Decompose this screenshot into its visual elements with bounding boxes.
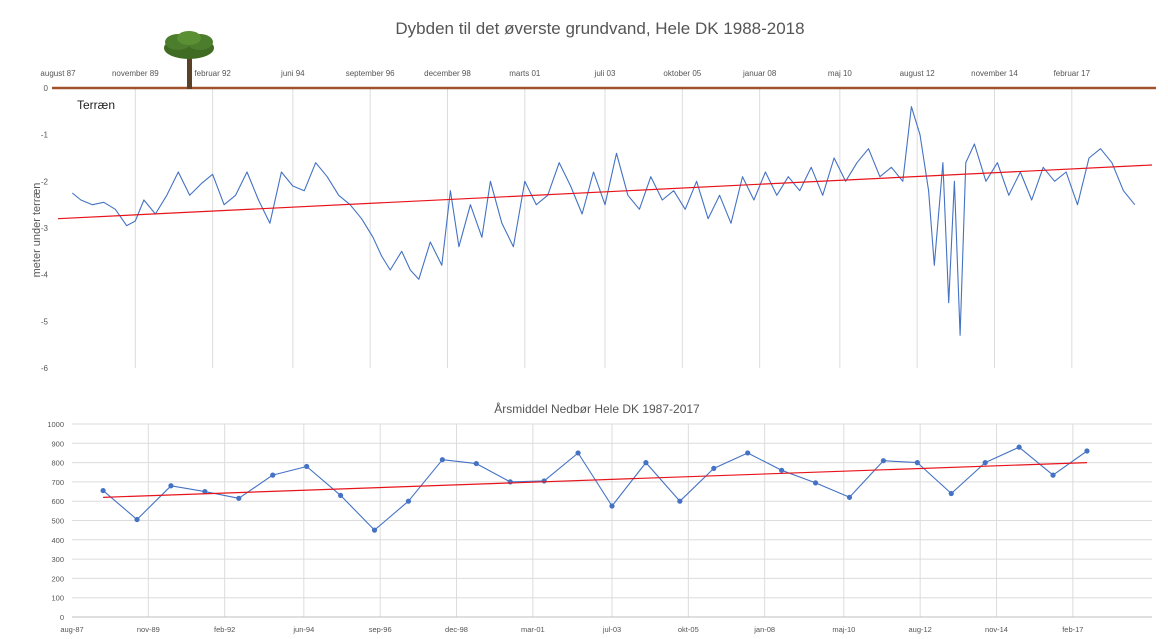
data-point	[134, 516, 140, 523]
y-tick-label: 500	[51, 517, 64, 526]
data-point	[880, 458, 887, 464]
precipitation-gridlines	[72, 423, 1152, 618]
groundwater-y-tick-labels: 0 -1 -2 -3 -4 -5 -6	[41, 84, 49, 373]
trend-line	[57, 164, 1153, 220]
data-point	[405, 498, 412, 504]
data-point	[677, 498, 683, 504]
groundwater-series	[57, 106, 1153, 336]
y-tick-label: -6	[41, 364, 49, 373]
x-tick-label: februar 17	[1054, 69, 1091, 78]
y-tick-label: -1	[41, 131, 49, 140]
data-point	[948, 490, 954, 497]
series-line	[102, 446, 1088, 531]
x-tick-label: maj 10	[828, 69, 853, 78]
groundwater-chart: Dybden til det øverste grundvand, Hele D…	[31, 19, 1156, 373]
data-point	[304, 463, 310, 470]
x-tick-label: marts 01	[509, 69, 541, 78]
data-point	[1050, 472, 1056, 478]
x-tick-label: juni 94	[280, 69, 305, 78]
x-tick-label: sep-96	[369, 625, 392, 634]
data-point	[812, 480, 819, 486]
x-tick-label: december 98	[424, 69, 471, 78]
y-tick-label: 0	[60, 613, 64, 622]
x-tick-label: februar 92	[194, 69, 231, 78]
series-line	[71, 106, 1136, 336]
data-point	[914, 460, 920, 466]
x-tick-label: aug-12	[908, 625, 931, 634]
data-point	[168, 483, 174, 489]
data-point	[711, 465, 717, 471]
x-tick-label: nov-14	[985, 625, 1008, 634]
y-tick-label: -3	[41, 224, 49, 233]
x-tick-label: oktober 05	[663, 69, 701, 78]
x-tick-label: feb-92	[214, 625, 235, 634]
x-tick-label: august 12	[900, 69, 936, 78]
y-tick-label: -2	[41, 177, 49, 186]
x-tick-label: september 96	[346, 69, 395, 78]
x-tick-label: feb-17	[1062, 625, 1083, 634]
precipitation-chart-title: Årsmiddel Nedbør Hele DK 1987-2017	[494, 401, 700, 416]
data-point	[439, 457, 445, 463]
data-point	[202, 488, 208, 495]
data-point	[1084, 448, 1090, 454]
y-tick-label: 1000	[47, 420, 64, 429]
precipitation-series	[100, 444, 1090, 533]
data-point	[643, 460, 649, 466]
x-tick-label: jun-94	[292, 625, 314, 634]
x-tick-label: jan-08	[753, 625, 775, 634]
precipitation-chart: Årsmiddel Nedbør Hele DK 1987-2017 aug-8…	[47, 401, 1152, 634]
y-tick-label: 900	[51, 439, 64, 448]
y-tick-label: 0	[44, 84, 49, 93]
data-point	[270, 472, 276, 478]
groundwater-x-tick-labels: august 87 november 89 februar 92 juni 94 sep…	[40, 69, 1090, 78]
tree-icon	[164, 31, 214, 89]
data-point	[745, 450, 751, 456]
precipitation-x-tick-labels: aug-87 nov-89 feb-92 jun-94 sep-96 dec-98 mar-…	[60, 625, 1083, 634]
x-tick-label: mar-01	[521, 625, 545, 634]
y-tick-label: 100	[51, 594, 64, 603]
data-point	[541, 478, 547, 484]
data-point	[779, 467, 785, 473]
y-tick-label: -4	[41, 271, 49, 280]
data-point	[575, 450, 581, 456]
data-point	[473, 460, 479, 467]
x-tick-label: november 89	[112, 69, 159, 78]
x-tick-label: aug-87	[60, 625, 83, 634]
data-point	[1016, 444, 1022, 450]
terrain-label: Terræn	[77, 98, 115, 112]
data-point	[337, 492, 344, 499]
groundwater-chart-title: Dybden til det øverste grundvand, Hele D…	[395, 19, 804, 38]
x-tick-label: juli 03	[594, 69, 616, 78]
x-tick-label: maj-10	[832, 625, 855, 634]
precipitation-y-tick-labels: 0 100 200 300 400 500 600 700 800 900 1000	[47, 420, 64, 622]
data-point	[507, 479, 513, 485]
x-tick-label: okt-05	[678, 625, 699, 634]
y-tick-label: 800	[51, 459, 64, 468]
x-tick-label: nov-89	[137, 625, 160, 634]
y-tick-label: 400	[51, 536, 64, 545]
data-point	[236, 495, 242, 501]
y-tick-label: -5	[41, 317, 49, 326]
data-point	[982, 460, 988, 466]
x-tick-label: dec-98	[445, 625, 468, 634]
data-point	[609, 503, 615, 509]
groundwater-gridlines	[52, 86, 1156, 368]
data-point	[100, 487, 106, 494]
y-tick-label: 300	[51, 555, 64, 564]
data-point	[371, 527, 378, 533]
trend-line	[103, 462, 1087, 498]
y-tick-label: 600	[51, 497, 64, 506]
y-tick-label: 200	[51, 574, 64, 583]
x-tick-label: jul-03	[602, 625, 621, 634]
x-tick-label: november 14	[971, 69, 1018, 78]
groundwater-y-axis-label: meter under terræn	[31, 183, 43, 278]
x-tick-label: august 87	[40, 69, 76, 78]
x-tick-label: januar 08	[742, 69, 777, 78]
y-tick-label: 700	[51, 478, 64, 487]
data-point	[846, 494, 853, 500]
